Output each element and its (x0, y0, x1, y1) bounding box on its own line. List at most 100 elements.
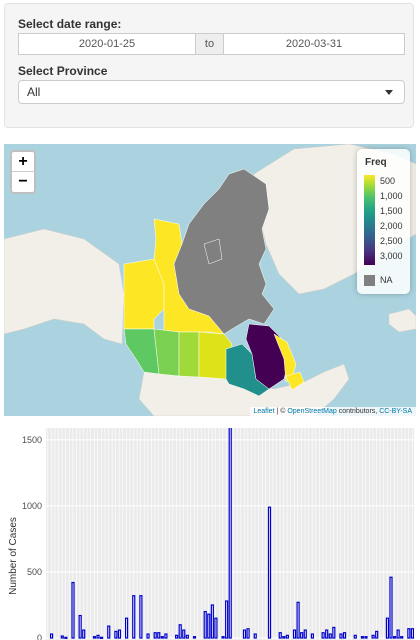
bar[interactable] (292, 629, 297, 639)
bar[interactable] (132, 595, 136, 639)
bar[interactable] (99, 636, 104, 639)
legend-tick-label: 1,500 (380, 206, 403, 216)
bar[interactable] (60, 635, 64, 639)
bar[interactable] (178, 624, 182, 639)
bar[interactable] (96, 634, 100, 639)
bar[interactable] (282, 636, 286, 639)
bar[interactable] (175, 634, 179, 639)
bar[interactable] (225, 600, 229, 639)
bar[interactable] (303, 629, 307, 639)
region-ontario[interactable] (225, 343, 270, 397)
bar[interactable] (375, 630, 379, 639)
bar[interactable] (192, 636, 197, 639)
bar[interactable] (207, 613, 211, 639)
y-axis-label: Number of Cases (8, 517, 19, 595)
region-bc[interactable] (123, 328, 160, 375)
legend-tick (375, 256, 379, 257)
zoom-out-button[interactable]: − (18, 173, 28, 190)
bar[interactable] (146, 633, 150, 639)
region-nunavut-isle (203, 238, 223, 265)
bar[interactable] (296, 601, 300, 639)
bar[interactable] (385, 617, 390, 639)
bar[interactable] (185, 634, 189, 639)
license-link[interactable]: CC-BY-SA (379, 408, 412, 415)
bar[interactable] (157, 632, 161, 639)
map-canvas (4, 144, 416, 416)
map-legend: Freq 500 1,000 1,500 2,000 2,500 3,000 N… (357, 149, 410, 294)
bar[interactable] (210, 604, 214, 639)
legend-color-bar (364, 175, 375, 265)
bar[interactable] (160, 636, 164, 639)
bar[interactable] (339, 633, 343, 639)
bar[interactable] (392, 636, 397, 639)
bar[interactable] (139, 595, 143, 639)
bar[interactable] (321, 632, 325, 639)
bar[interactable] (400, 636, 404, 639)
bar[interactable] (203, 610, 207, 639)
zoom-in-button[interactable]: + (12, 152, 34, 172)
bar[interactable] (114, 630, 118, 639)
choropleth-map[interactable]: + − Freq 500 1,000 1,500 2,000 2,500 3,0… (4, 144, 416, 416)
start-date-input[interactable]: 2020-01-25 (18, 33, 196, 55)
map-attribution: Leaflet | © OpenStreetMap contributors, … (249, 407, 416, 416)
region-nunavut[interactable] (173, 168, 275, 335)
province-select[interactable]: All (18, 80, 405, 104)
region-maritimes[interactable] (285, 371, 305, 391)
zoom-control: + − (10, 150, 36, 194)
bar[interactable] (371, 634, 375, 639)
bar[interactable] (92, 636, 97, 639)
date-range-label: Select date range: (18, 17, 122, 31)
bar[interactable] (396, 629, 400, 639)
bar[interactable] (125, 617, 129, 639)
bar[interactable] (325, 629, 329, 639)
province-select-value: All (27, 85, 41, 99)
bar[interactable] (285, 634, 289, 639)
bar[interactable] (182, 629, 186, 639)
bar[interactable] (214, 617, 218, 639)
bar[interactable] (64, 636, 68, 639)
bar[interactable] (410, 628, 415, 639)
bar[interactable] (407, 628, 411, 639)
y-tick-label: 500 (27, 567, 42, 577)
bar[interactable] (253, 633, 257, 639)
chevron-down-icon[interactable] (385, 90, 393, 95)
legend-tick-label: 2,500 (380, 236, 403, 246)
osm-link[interactable]: OpenStreetMap (287, 408, 337, 415)
province-label: Select Province (18, 64, 108, 78)
region-saskatchewan[interactable] (178, 331, 200, 378)
bar[interactable] (353, 634, 357, 639)
bar[interactable] (278, 632, 282, 639)
attribution-separator: | © (274, 408, 288, 415)
bar[interactable] (246, 628, 250, 639)
bar[interactable] (221, 636, 225, 639)
bar[interactable] (107, 625, 111, 639)
legend-tick (375, 196, 379, 197)
bar[interactable] (117, 629, 122, 639)
bar[interactable] (360, 636, 365, 639)
legend-tick-label: 2,000 (380, 221, 403, 231)
bar[interactable] (267, 506, 272, 639)
bar[interactable] (342, 632, 347, 639)
bar[interactable] (389, 576, 393, 639)
bar[interactable] (82, 629, 86, 639)
bar[interactable] (78, 614, 82, 639)
bar[interactable] (228, 428, 232, 639)
bar[interactable] (71, 581, 75, 639)
bar[interactable] (153, 632, 157, 639)
bar[interactable] (242, 629, 247, 639)
y-axis: 0 500 1000 1500 (22, 435, 42, 640)
iceland-land (388, 308, 416, 333)
legend-tick (375, 211, 379, 212)
bar[interactable] (364, 636, 368, 639)
bar[interactable] (328, 633, 332, 639)
y-tick-label: 0 (37, 633, 42, 640)
leaflet-link[interactable]: Leaflet (253, 408, 275, 415)
chart-canvas: 0 500 1000 1500 Number of Cases (8, 428, 415, 640)
legend-tick (375, 226, 379, 227)
bar[interactable] (164, 633, 168, 639)
bar[interactable] (49, 633, 54, 639)
bar[interactable] (310, 633, 314, 639)
bar[interactable] (300, 632, 304, 639)
bar[interactable] (332, 626, 336, 639)
end-date-input[interactable]: 2020-03-31 (223, 33, 405, 55)
